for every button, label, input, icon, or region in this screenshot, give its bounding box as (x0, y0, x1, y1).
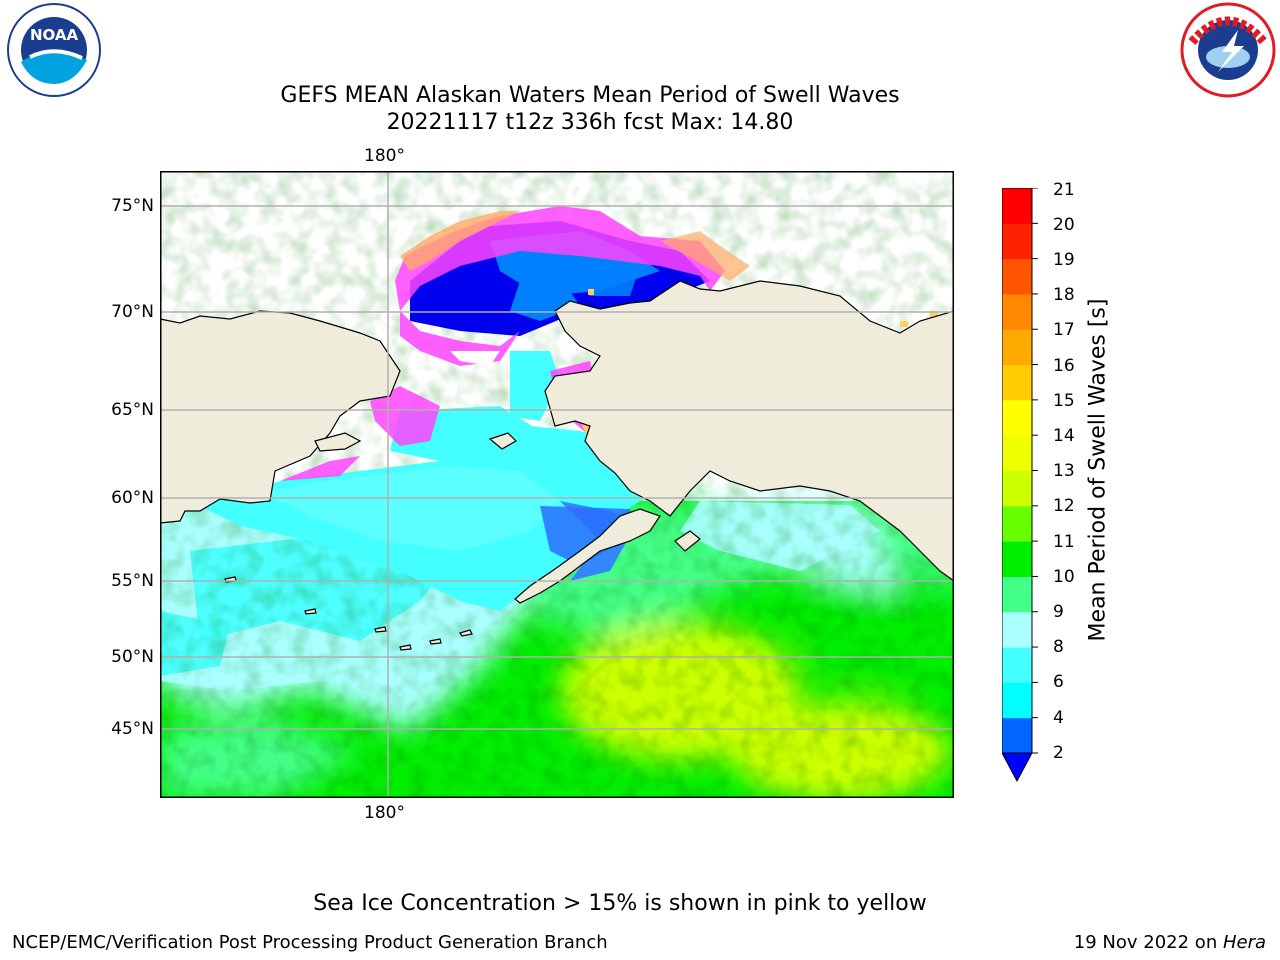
colorbar-segment (1002, 717, 1032, 754)
credit-text: NCEP/EMC/Verification Post Processing Pr… (12, 932, 608, 953)
cb-tick-20: 20 (1053, 215, 1075, 235)
colorbar-segment (1002, 329, 1032, 366)
cb-tick-13: 13 (1053, 461, 1075, 481)
lat-label-75: 75°N (111, 196, 154, 216)
cb-tick-12: 12 (1053, 496, 1075, 516)
cb-tick-8: 8 (1053, 637, 1064, 657)
lon-label-top: 180° (364, 146, 405, 166)
date-value: 19 Nov 2022 on (1073, 932, 1223, 953)
colorbar-segment (1002, 293, 1032, 330)
cb-tick-17: 17 (1053, 320, 1075, 340)
cb-tick-21: 21 (1053, 180, 1075, 200)
lat-label-50: 50°N (111, 647, 154, 667)
colorbar-segment (1002, 576, 1032, 613)
machine-name: Hera (1222, 932, 1266, 953)
chart-title: GEFS MEAN Alaskan Waters Mean Period of … (280, 83, 900, 108)
colorbar-segment (1002, 505, 1032, 542)
cb-tick-19: 19 (1053, 250, 1075, 270)
colorbar-segment (1002, 647, 1032, 683)
lat-label-55: 55°N (111, 571, 154, 591)
colorbar-label: Mean Period of Swell Waves [s] (1085, 298, 1111, 642)
map-border (160, 171, 954, 798)
lat-label-60: 60°N (111, 488, 154, 508)
colorbar-segment (1002, 682, 1032, 719)
map-plot (160, 171, 954, 798)
nws-logo (1180, 2, 1276, 98)
colorbar-segment (1002, 258, 1032, 295)
colorbar-segment (1002, 188, 1032, 224)
cb-tick-4: 4 (1053, 708, 1064, 728)
date-text: 19 Nov 2022 on Hera (1074, 932, 1266, 953)
colorbar (1002, 188, 1038, 783)
noaa-logo: NOAA (7, 3, 101, 97)
cb-tick-11: 11 (1053, 532, 1075, 552)
colorbar-segment (1002, 364, 1032, 401)
sea-ice-note: Sea Ice Concentration > 15% is shown in … (313, 891, 927, 916)
colorbar-segment (1002, 399, 1032, 436)
land (160, 280, 954, 651)
svg-text:NOAA: NOAA (30, 26, 79, 44)
colorbar-segment (1002, 223, 1032, 260)
cb-tick-18: 18 (1053, 285, 1075, 305)
lat-label-65: 65°N (111, 400, 154, 420)
cb-tick-14: 14 (1053, 426, 1075, 446)
colorbar-segment (1002, 541, 1032, 577)
lat-label-70: 70°N (111, 302, 154, 322)
cb-tick-16: 16 (1053, 356, 1075, 376)
lat-label-45: 45°N (111, 719, 154, 739)
cb-tick-15: 15 (1053, 391, 1075, 411)
colorbar-segment (1002, 611, 1032, 648)
colorbar-segment (1002, 435, 1032, 471)
cb-tick-6: 6 (1053, 672, 1064, 692)
cb-tick-9: 9 (1053, 602, 1064, 622)
lon-label-bottom: 180° (364, 803, 405, 823)
colorbar-segment (1002, 470, 1032, 507)
gridlines (160, 171, 954, 798)
cb-tick-10: 10 (1053, 567, 1075, 587)
cb-tick-2: 2 (1053, 743, 1064, 763)
chart-subtitle: 20221117 t12z 336h fcst Max: 14.80 (386, 110, 794, 135)
colorbar-under-arrow (1002, 752, 1033, 783)
